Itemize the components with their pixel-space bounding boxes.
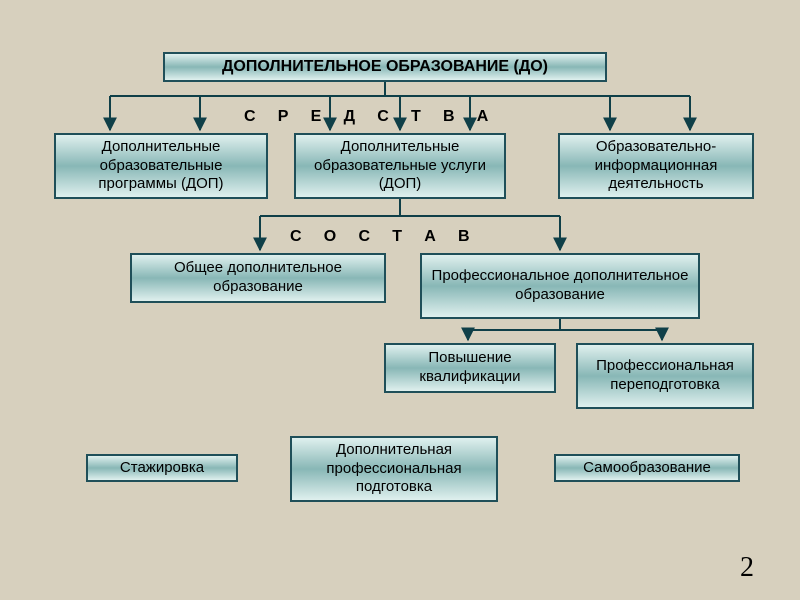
box-l5c-label: Самообразование	[577, 457, 717, 480]
box-l5c: Самообразование	[554, 454, 740, 482]
page-number: 2	[740, 552, 754, 584]
box-l2b: Дополнительные образовательные услуги (Д…	[294, 133, 506, 199]
box-l2a: Дополнительные образовательные программы…	[54, 133, 268, 199]
box-root-label: ДОПОЛНИТЕЛЬНОЕ ОБРАЗОВАНИЕ (ДО)	[216, 55, 554, 79]
box-l3b-label: Профессиональное дополнительное образова…	[422, 265, 698, 307]
box-l2b-label: Дополнительные образовательные услуги (Д…	[296, 136, 504, 196]
box-l4b-label: Профессиональная переподготовка	[578, 355, 752, 397]
box-l2c: Образовательно-информационная деятельнос…	[558, 133, 754, 199]
box-l4a: Повышение квалификации	[384, 343, 556, 393]
box-l4b: Профессиональная переподготовка	[576, 343, 754, 409]
box-root: ДОПОЛНИТЕЛЬНОЕ ОБРАЗОВАНИЕ (ДО)	[163, 52, 607, 82]
box-l5a: Стажировка	[86, 454, 238, 482]
label-sostav: С О С Т А В	[290, 228, 470, 246]
box-l5a-label: Стажировка	[114, 457, 210, 480]
box-l2c-label: Образовательно-информационная деятельнос…	[560, 136, 752, 196]
box-l3b: Профессиональное дополнительное образова…	[420, 253, 700, 319]
box-l3a: Общее дополнительное образование	[130, 253, 386, 303]
box-l3a-label: Общее дополнительное образование	[132, 257, 384, 299]
box-l4a-label: Повышение квалификации	[386, 347, 554, 389]
box-l5b: Дополнительная профессиональная подготов…	[290, 436, 498, 502]
box-l5b-label: Дополнительная профессиональная подготов…	[292, 439, 496, 499]
label-sredstva: С Р Е Д С Т В А	[244, 108, 488, 126]
box-l2a-label: Дополнительные образовательные программы…	[56, 136, 266, 196]
